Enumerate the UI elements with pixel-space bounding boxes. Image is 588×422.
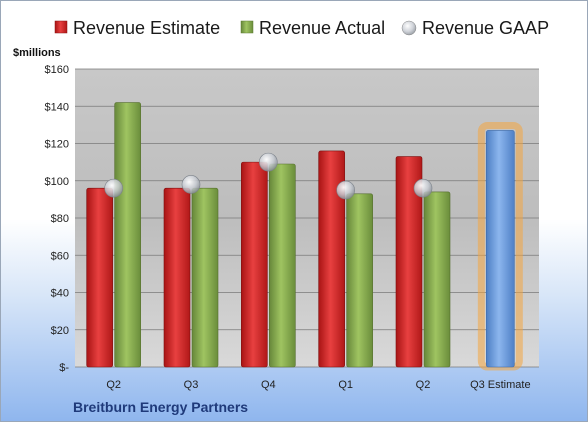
bars [86, 102, 523, 371]
marker-revenue-gaap [104, 178, 123, 198]
y-tick-label: $160 [45, 64, 69, 76]
bar-revenue-actual [114, 102, 141, 368]
x-tick-label: Q3 Estimate [470, 379, 531, 391]
bar-revenue-estimate [395, 156, 423, 368]
marker-revenue-gaap [259, 152, 278, 172]
marker-revenue-gaap [413, 178, 433, 198]
y-tick-label: $100 [45, 176, 69, 188]
bar-revenue-estimate [163, 187, 191, 368]
y-tick-label: $80 [51, 213, 69, 225]
bar-revenue-actual [423, 191, 451, 368]
gridlines [75, 68, 539, 368]
legend: Revenue Estimate Revenue Actual Revenue … [54, 18, 549, 38]
bar-revenue-actual [269, 163, 296, 368]
y-tick-label: $140 [45, 101, 69, 113]
bar-revenue-estimate [86, 187, 113, 368]
legend-label-actual: Revenue Actual [259, 18, 385, 38]
bar-q3-estimate [486, 130, 515, 368]
legend-label-gaap: Revenue GAAP [422, 18, 549, 38]
bar-revenue-actual [191, 187, 219, 368]
legend-label-estimate: Revenue Estimate [73, 18, 220, 38]
bar-revenue-estimate [241, 161, 268, 368]
x-tick-label: Q3 [184, 379, 199, 391]
bar-revenue-estimate [318, 150, 345, 368]
x-tick-label: Q1 [338, 379, 353, 391]
legend-swatch-estimate [54, 20, 68, 34]
legend-swatch-gaap [401, 20, 417, 36]
x-tick-label: Q4 [261, 379, 276, 391]
x-tick-label: Q2 [106, 379, 121, 391]
y-tick-label: $120 [45, 139, 69, 151]
x-tick-label: Q2 [416, 379, 431, 391]
y-tick-label: $40 [51, 288, 69, 300]
legend-swatch-actual [240, 20, 254, 34]
y-axis-ticks: $- $20 $40 $60 $80 $100 $120 $140 $160 [45, 64, 70, 374]
y-axis-unit-label: $millions [13, 47, 61, 59]
y-tick-label: $20 [51, 325, 69, 337]
marker-revenue-gaap [336, 180, 355, 200]
marker-revenue-gaap [181, 175, 201, 194]
y-tick-label: $- [59, 362, 69, 374]
y-tick-label: $60 [51, 250, 69, 262]
x-axis-ticks: Q2 Q3 Q4 Q1 Q2 Q3 Estimate [106, 379, 530, 391]
company-name: Breitburn Energy Partners [73, 399, 248, 415]
bar-revenue-actual [346, 193, 373, 368]
